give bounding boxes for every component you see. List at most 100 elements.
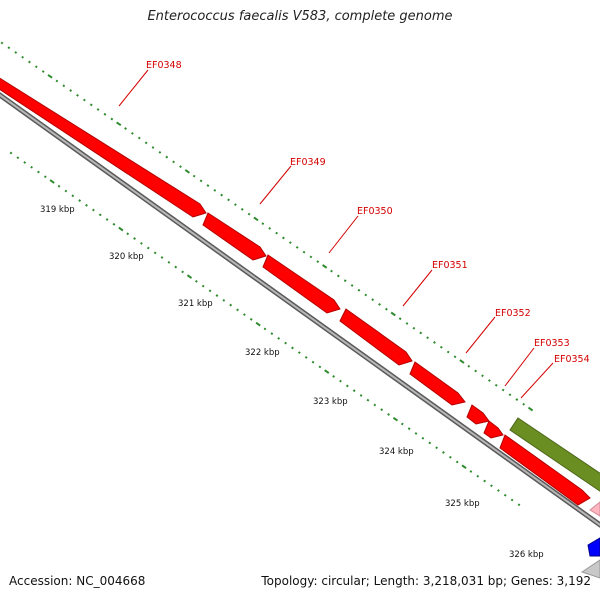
inner-minor-tick [352, 389, 356, 393]
outer-minor-tick [385, 307, 388, 311]
outer-minor-tick [453, 355, 457, 359]
inner-minor-tick [229, 303, 233, 307]
inner-minor-tick [442, 451, 445, 454]
gene-arrow-green[interactable] [509, 417, 600, 498]
feature-pink[interactable] [589, 501, 600, 517]
inner-minor-tick [510, 498, 514, 502]
outer-minor-tick [405, 322, 409, 325]
inner-minor-tick [263, 327, 267, 331]
outer-minor-tick [412, 326, 416, 330]
scale-label-322: 322 kbp [245, 348, 280, 358]
gene-label-ef0350[interactable]: EF0350 [357, 206, 393, 217]
inner-minor-tick [57, 184, 61, 188]
outer-minor-tick [316, 260, 320, 264]
outer-minor-tick [261, 222, 265, 226]
outer-minor-tick [474, 369, 478, 373]
outer-minor-tick [124, 127, 127, 130]
gene-label-ef0352[interactable]: EF0352 [495, 308, 531, 319]
gene-label-ef0349[interactable]: EF0349 [290, 157, 326, 168]
inner-major-tick [186, 274, 193, 279]
inner-minor-tick [43, 175, 47, 179]
leader-line-ef0349 [259, 165, 292, 205]
outer-minor-tick [234, 203, 237, 207]
inner-minor-tick [490, 484, 493, 488]
map-title: Enterococcus faecalis V583, complete gen… [147, 9, 453, 24]
gene-label-ef0348[interactable]: EF0348 [146, 60, 182, 71]
outer-major-tick [253, 216, 259, 222]
gene-label-ef0353[interactable]: EF0353 [534, 338, 570, 349]
inner-minor-tick [126, 232, 130, 236]
inner-minor-tick [366, 398, 370, 402]
inner-minor-tick [517, 503, 521, 507]
gene-arrow-ef0349[interactable] [202, 212, 267, 261]
gene-arrow-ef0354[interactable] [483, 420, 504, 439]
inner-minor-tick [201, 284, 205, 288]
gene-arrow-ef0351[interactable] [339, 308, 413, 366]
inner-minor-tick [339, 379, 342, 383]
genome-summary: Topology: circular; Length: 3,218,031 bp… [261, 574, 591, 588]
outer-minor-tick [131, 131, 134, 135]
inner-minor-tick [435, 446, 438, 450]
inner-major-tick [118, 226, 124, 232]
leader-line-ef0351 [402, 269, 433, 307]
inner-minor-tick [428, 441, 432, 445]
outer-minor-tick [34, 65, 38, 69]
inner-minor-tick [249, 317, 253, 321]
gene-arrow-ef0350[interactable] [262, 254, 341, 314]
inner-minor-tick [71, 194, 75, 198]
outer-minor-tick [227, 198, 230, 202]
outer-minor-tick [364, 293, 368, 297]
inner-minor-tick [140, 241, 143, 245]
gene-label-ef0351[interactable]: EF0351 [432, 260, 468, 271]
outer-minor-tick [378, 303, 381, 306]
leader-line-ef0348 [118, 69, 149, 107]
outer-major-tick [184, 169, 190, 174]
outer-minor-tick [165, 155, 169, 159]
outer-minor-tick [501, 388, 505, 392]
inner-minor-tick [270, 332, 274, 336]
outer-minor-tick [439, 345, 443, 349]
inner-minor-tick [373, 403, 377, 407]
inner-minor-tick [16, 156, 20, 160]
inner-minor-tick [133, 237, 136, 240]
outer-minor-tick [7, 46, 11, 50]
inner-major-tick [461, 464, 467, 470]
outer-minor-tick [213, 188, 217, 192]
outer-minor-tick [137, 136, 141, 140]
outer-minor-tick [179, 165, 182, 168]
inner-minor-tick [181, 270, 184, 274]
outer-minor-tick [371, 298, 375, 302]
inner-minor-tick [78, 199, 82, 202]
outer-minor-tick [446, 350, 450, 354]
outer-minor-tick [494, 383, 498, 387]
gene-arrow-ef0348[interactable] [0, 72, 207, 218]
outer-minor-tick [515, 398, 519, 401]
gene-arrow-ef0353[interactable] [466, 404, 490, 425]
inner-minor-tick [194, 279, 198, 283]
inner-tick-row [9, 151, 521, 507]
outer-minor-tick [62, 84, 66, 88]
inner-minor-tick [98, 213, 102, 217]
inner-minor-tick [167, 260, 171, 264]
inner-minor-tick [37, 170, 40, 174]
inner-minor-tick [160, 256, 164, 259]
outer-minor-tick [288, 241, 292, 245]
inner-minor-tick [243, 313, 246, 317]
inner-minor-tick [297, 351, 301, 355]
outer-minor-tick [481, 374, 484, 378]
gene-arrow-red-next[interactable] [499, 434, 591, 506]
feature-grey[interactable] [580, 559, 600, 579]
outer-minor-tick [336, 274, 340, 278]
inner-minor-tick [421, 436, 425, 440]
outer-minor-tick [55, 79, 59, 83]
inner-minor-tick [30, 165, 33, 169]
feature-blue[interactable] [587, 537, 600, 557]
gene-arrow-ef0352[interactable] [409, 361, 466, 406]
inner-minor-tick [146, 246, 150, 250]
inner-minor-tick [497, 489, 500, 492]
outer-minor-tick [199, 179, 203, 183]
gene-label-ef0354[interactable]: EF0354 [554, 354, 590, 365]
outer-minor-tick [275, 231, 278, 235]
inner-minor-tick [304, 355, 308, 359]
